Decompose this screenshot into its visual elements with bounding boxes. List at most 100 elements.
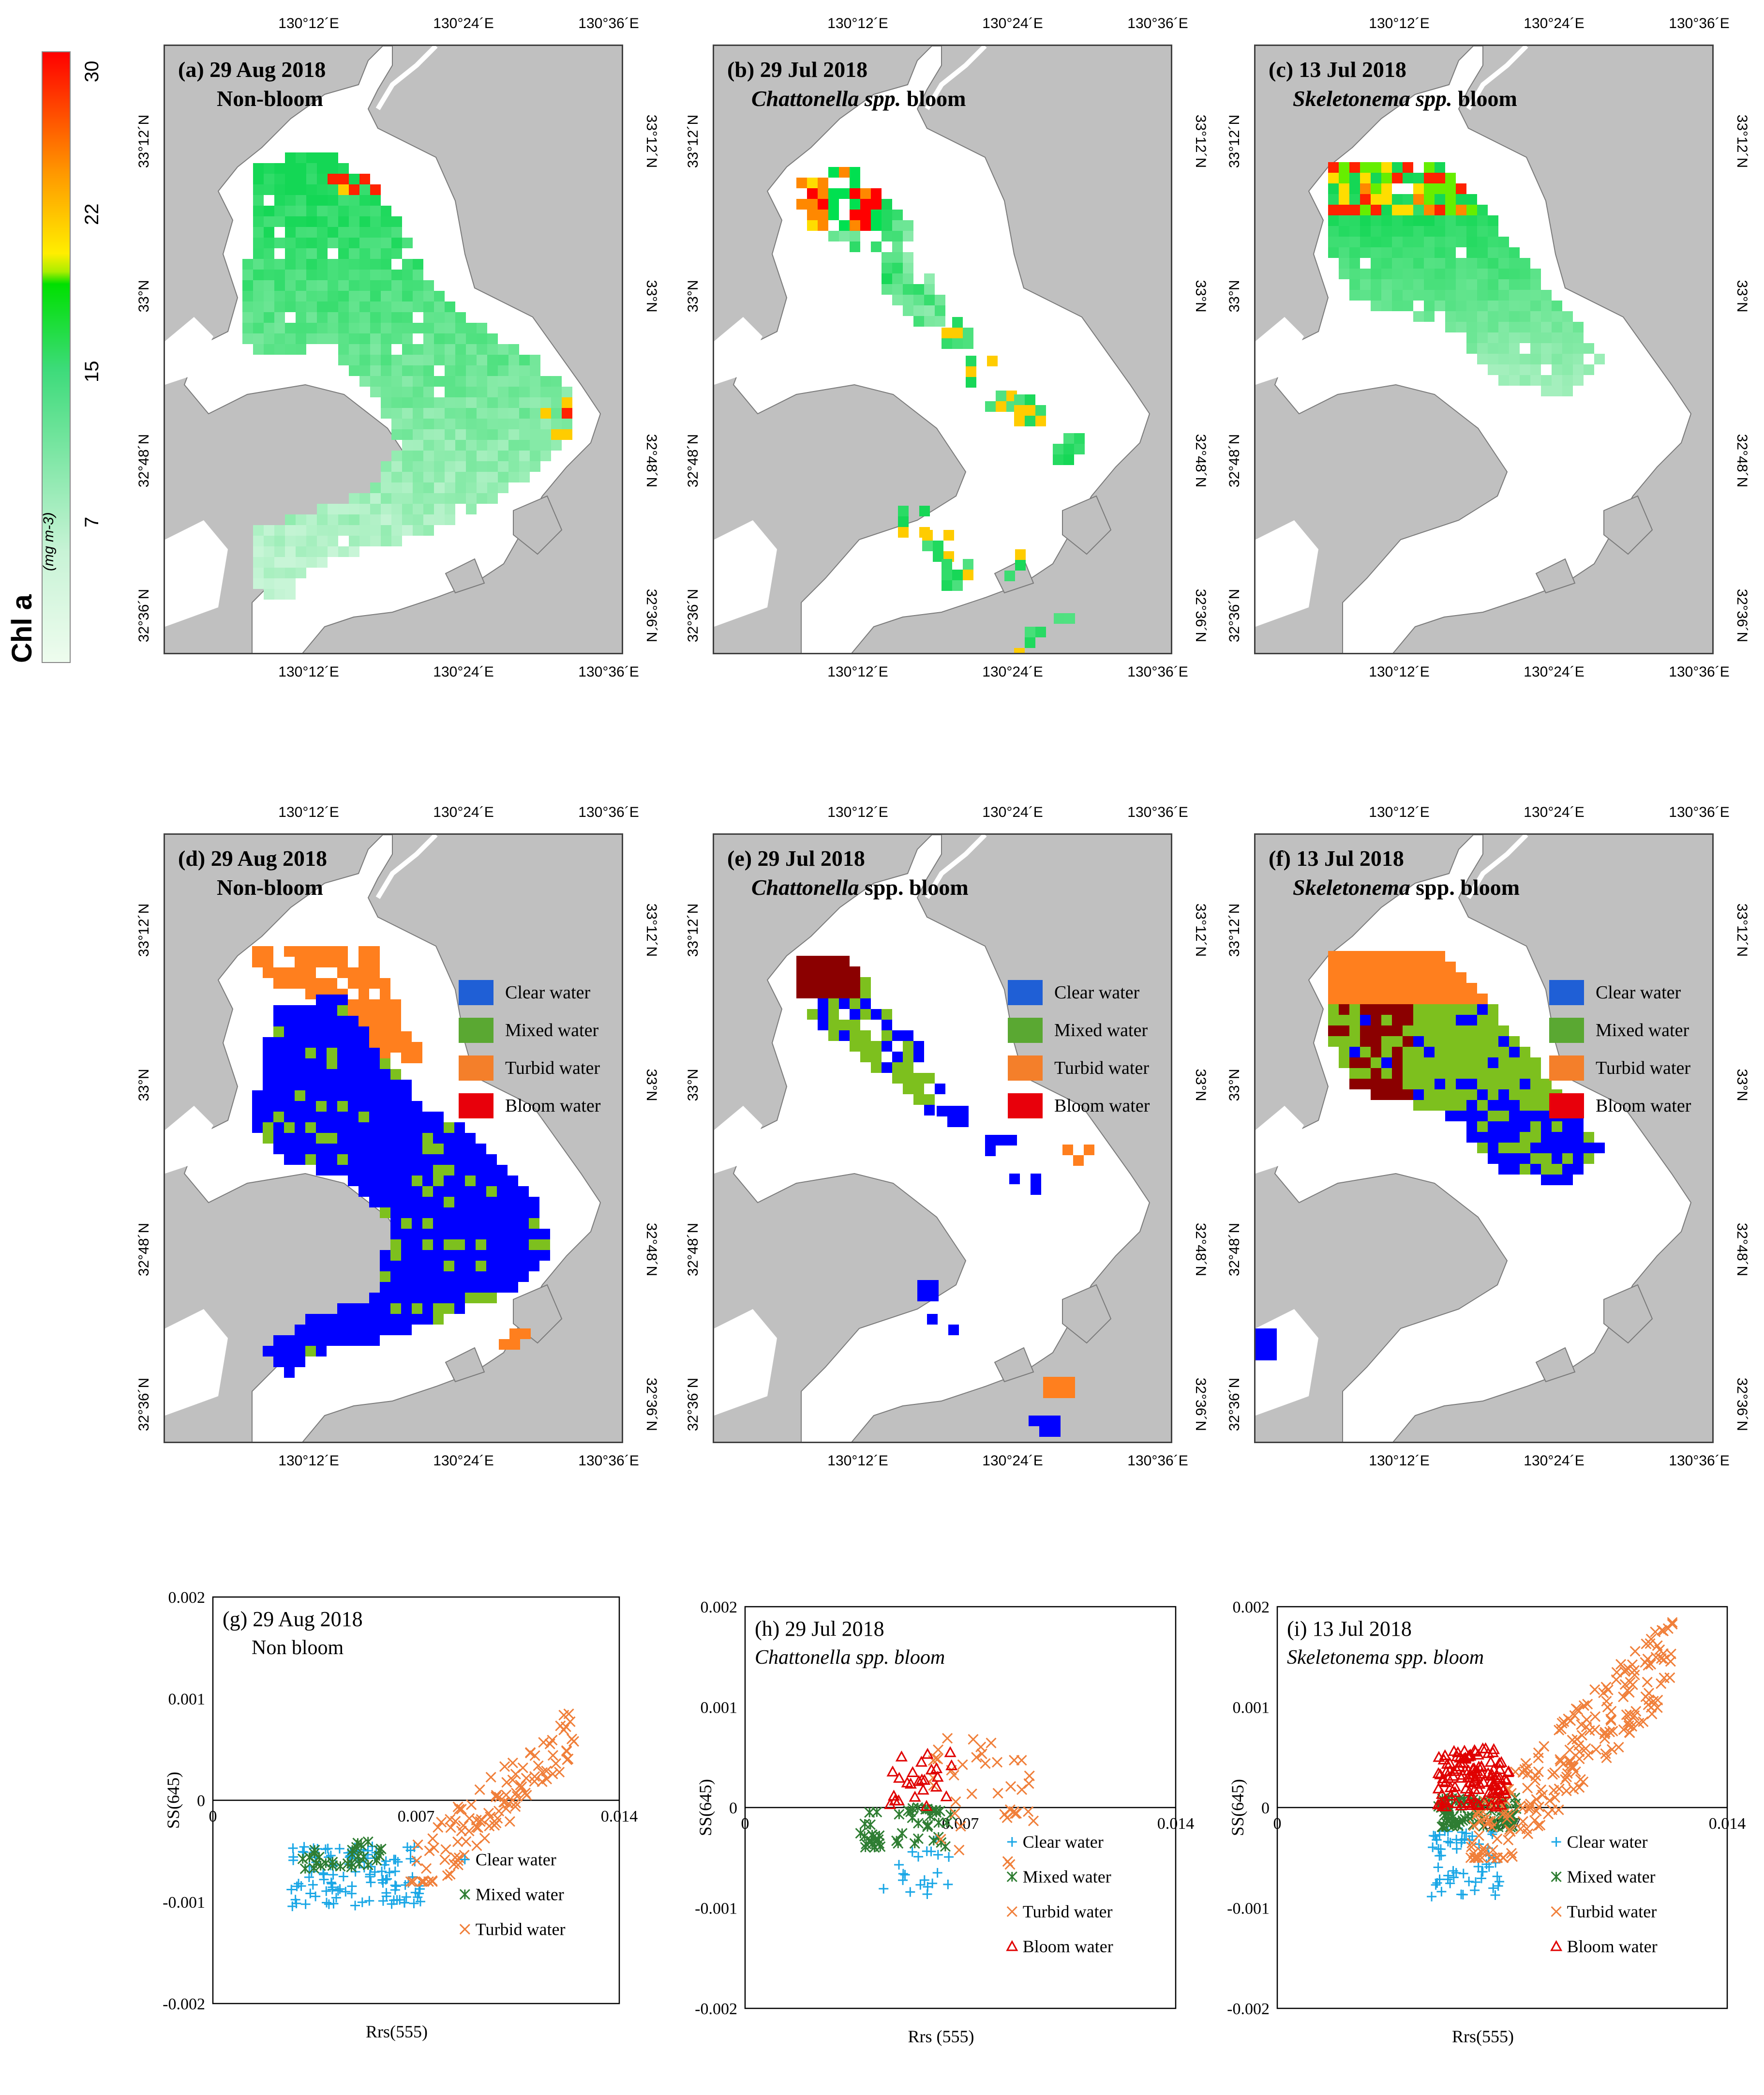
class-pixel — [1520, 1079, 1530, 1089]
chl-pixel — [466, 408, 477, 419]
chl-pixel — [882, 210, 892, 220]
chl-pixel — [423, 482, 434, 493]
chl-pixel — [498, 365, 508, 376]
chl-pixel — [1435, 162, 1445, 173]
class-pixel — [1488, 1057, 1498, 1068]
class-pixel — [1488, 1089, 1498, 1100]
map-frame — [164, 833, 623, 1443]
chl-pixel — [338, 238, 349, 248]
chl-pixel — [487, 365, 498, 376]
lat-tick-left: 32°36´N — [685, 588, 701, 643]
class-pixel — [924, 1062, 935, 1073]
class-pixel — [380, 1303, 390, 1314]
chl-pixel — [498, 376, 508, 387]
data-point — [1618, 1724, 1629, 1735]
chl-pixel — [306, 248, 317, 259]
class-pixel — [273, 1133, 284, 1144]
class-pixel — [1349, 1025, 1360, 1036]
data-point — [412, 1839, 423, 1851]
class-pixel — [380, 1314, 390, 1325]
class-pixel — [497, 1186, 508, 1197]
class-pixel — [1530, 1111, 1541, 1121]
class-pixel — [1403, 983, 1413, 994]
class-pixel — [1360, 1079, 1371, 1089]
class-pixel — [913, 1052, 924, 1062]
data-point — [895, 1750, 908, 1762]
chl-pixel — [807, 178, 818, 188]
lat-tick-left: 32°48´N — [685, 1222, 701, 1277]
class-pixel — [839, 966, 850, 977]
chl-pixel — [943, 530, 954, 541]
class-pixel — [327, 1154, 337, 1165]
class-pixel — [882, 1030, 892, 1041]
chl-pixel — [963, 338, 973, 349]
class-pixel — [412, 1186, 422, 1197]
chl-pixel — [402, 514, 413, 525]
class-pixel — [369, 1031, 380, 1042]
class-pixel — [948, 1325, 959, 1335]
class-pixel — [1339, 972, 1349, 983]
class-pixel — [1424, 994, 1435, 1004]
chl-pixel — [1541, 354, 1552, 364]
chl-pixel — [562, 408, 572, 419]
chl-pixel — [455, 419, 466, 429]
class-pixel — [927, 1314, 938, 1325]
map-panel-e: (e) 29 Jul 2018 Chattonella spp. bloom 130… — [645, 790, 1240, 1496]
chl-pixel — [1584, 364, 1594, 375]
class-pixel — [327, 957, 337, 967]
data-point — [374, 1845, 385, 1856]
class-pixel — [316, 1112, 327, 1122]
class-pixel — [433, 1239, 444, 1250]
chl-pixel — [413, 429, 423, 440]
chl-pixel — [359, 280, 370, 291]
class-pixel — [390, 1197, 401, 1207]
chl-pixel — [296, 568, 306, 578]
chl-pixel — [423, 408, 434, 419]
data-point — [1517, 1767, 1528, 1778]
chl-pixel — [1381, 226, 1392, 237]
series-bloom-water — [1432, 1742, 1515, 1812]
class-pixel — [486, 1186, 497, 1197]
data-point — [1493, 1881, 1503, 1891]
chl-pixel — [413, 482, 423, 493]
class-pixel — [1256, 1350, 1266, 1360]
class-pixel — [1488, 1153, 1498, 1164]
class-pixel — [359, 1048, 369, 1058]
chl-pixel — [477, 472, 487, 482]
class-pixel — [359, 946, 369, 957]
data-point — [1464, 1876, 1474, 1886]
chl-pixel — [349, 333, 359, 344]
chl-pixel — [1445, 183, 1456, 194]
data-point — [1449, 1872, 1459, 1883]
data-point — [479, 1833, 490, 1844]
chl-pixel — [317, 216, 328, 227]
class-pixel — [518, 1229, 529, 1239]
chl-pixel — [477, 440, 487, 451]
class-pixel — [359, 1122, 369, 1133]
data-point — [1575, 1774, 1586, 1785]
data-point — [1504, 1824, 1515, 1835]
chl-pixel — [1509, 301, 1520, 311]
chl-pixel — [1435, 215, 1445, 226]
class-pixel — [390, 1069, 401, 1080]
class-pixel — [1530, 1068, 1541, 1079]
chl-pixel — [1339, 258, 1349, 269]
chl-pixel — [391, 323, 402, 333]
class-pixel — [1562, 1175, 1573, 1185]
chl-pixel — [274, 344, 285, 355]
data-point — [1555, 1756, 1566, 1767]
class-pixel — [529, 1239, 539, 1250]
chl-pixel — [1466, 258, 1477, 269]
data-point — [1435, 1874, 1445, 1884]
data-point — [1659, 1654, 1670, 1665]
chl-pixel — [423, 461, 434, 472]
chl-pixel — [1371, 215, 1381, 226]
class-pixel — [529, 1218, 539, 1229]
chl-pixel — [381, 408, 391, 419]
class-pixel — [1498, 1057, 1509, 1068]
class-pixel — [433, 1176, 444, 1186]
map-panel-f: (f) 13 Jul 2018 Skeletonema spp. bloom 130… — [1186, 790, 1764, 1496]
legend-item: Clear water — [1008, 974, 1150, 1011]
chl-pixel — [423, 504, 434, 514]
chl-pixel — [359, 355, 370, 365]
